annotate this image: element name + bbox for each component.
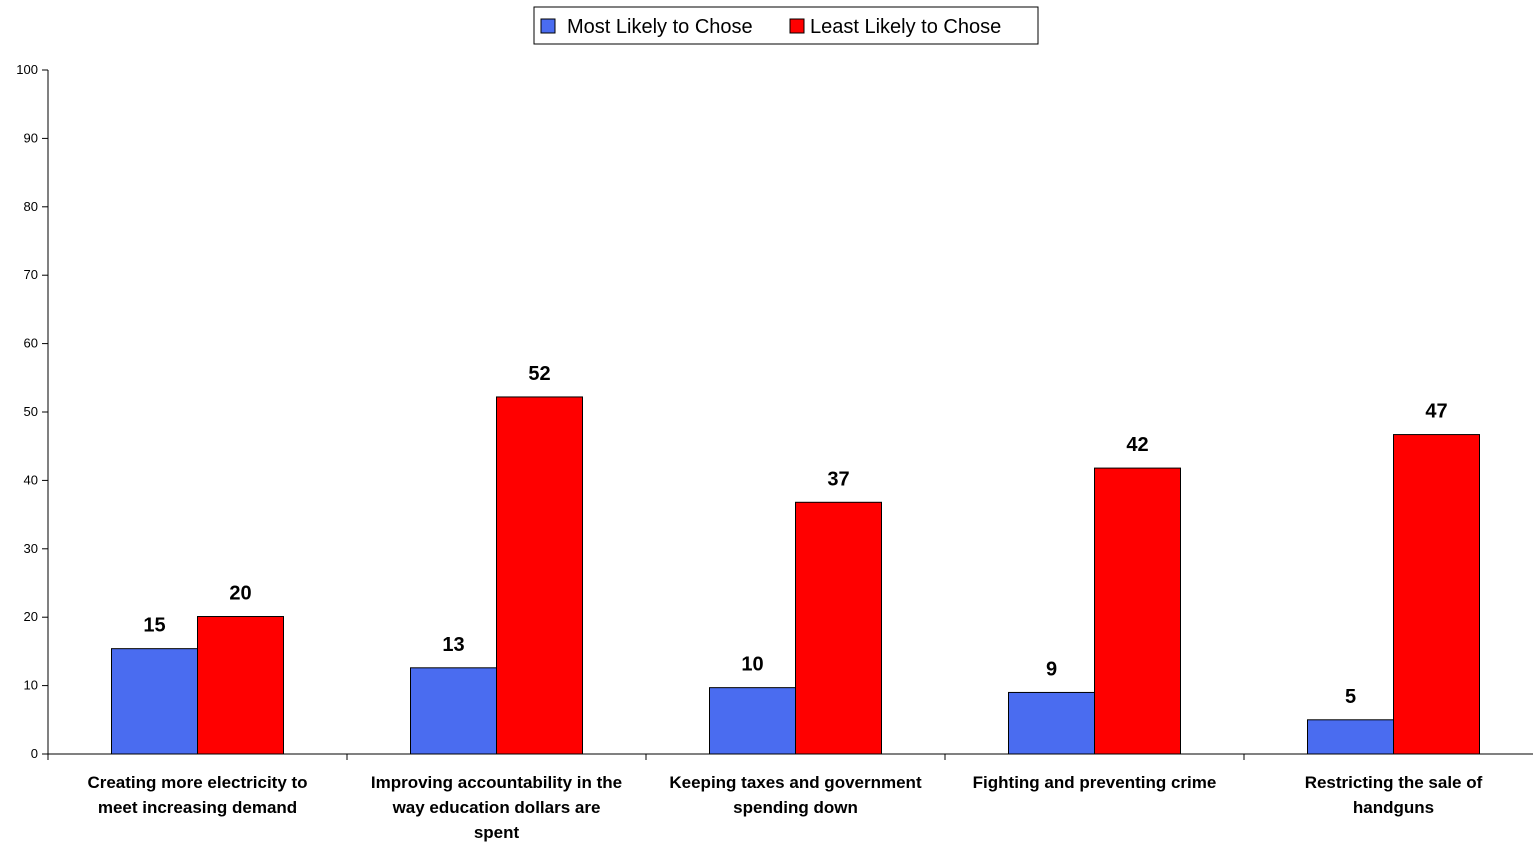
bar-least-likely xyxy=(1393,434,1480,755)
x-category-label-line: spent xyxy=(474,823,520,842)
data-label: 13 xyxy=(442,634,464,656)
bar-most-likely xyxy=(1307,719,1394,755)
y-tick-label: 70 xyxy=(24,267,38,282)
y-tick-label: 80 xyxy=(24,199,38,214)
x-category-label: Restricting the sale of handguns xyxy=(1305,773,1483,817)
x-category-label-line: Improving accountability in the xyxy=(371,773,622,792)
legend-label-most-likely: Most Likely to Chose xyxy=(567,16,753,38)
data-label: 10 xyxy=(741,654,763,676)
y-tick-label: 100 xyxy=(16,62,38,77)
bars xyxy=(111,396,1480,755)
y-tick-label: 0 xyxy=(31,746,38,761)
x-axis: Creating more electricity to meet increas… xyxy=(47,753,1533,842)
legend-label-least-likely: Least Likely to Chose xyxy=(810,16,1001,38)
x-category-label-line: Fighting and preventing crime xyxy=(973,773,1217,792)
data-label: 37 xyxy=(827,468,849,490)
data-label: 42 xyxy=(1126,434,1148,456)
legend: Most Likely to Chose Least Likely to Chos… xyxy=(533,6,1039,45)
data-label: 5 xyxy=(1345,686,1356,708)
y-axis: 0 10 20 30 40 50 60 70 80 90 100 xyxy=(16,62,49,761)
data-label: 47 xyxy=(1425,401,1447,423)
x-category-label: Fighting and preventing crime xyxy=(973,773,1217,792)
data-label: 9 xyxy=(1046,658,1057,680)
x-category-label-line: Keeping taxes and government xyxy=(669,773,922,792)
y-tick-label: 90 xyxy=(24,130,38,145)
x-category-label-line: meet increasing demand xyxy=(98,798,297,817)
y-tick-label: 10 xyxy=(24,678,38,693)
bar-least-likely xyxy=(795,501,882,755)
bar-most-likely xyxy=(410,667,497,755)
bar-least-likely xyxy=(496,396,583,755)
bar-most-likely xyxy=(1008,691,1095,755)
x-category-label-line: handguns xyxy=(1353,798,1434,817)
y-tick-label: 40 xyxy=(24,472,38,487)
data-label: 20 xyxy=(229,583,251,605)
bar-least-likely xyxy=(197,616,284,755)
x-category-label: Keeping taxes and government spending dow… xyxy=(669,773,922,817)
y-tick-label: 50 xyxy=(24,404,38,419)
bar-least-likely xyxy=(1094,467,1181,755)
data-label: 15 xyxy=(143,615,165,637)
legend-box xyxy=(533,6,1039,45)
data-labels: 15 20 13 52 10 37 9 42 5 47 xyxy=(143,363,1447,708)
x-category-label-line: Creating more electricity to xyxy=(87,773,307,792)
x-category-label-line: way education dollars are xyxy=(392,798,601,817)
legend-swatch-most-likely xyxy=(540,18,556,34)
x-category-label-line: Restricting the sale of xyxy=(1305,773,1483,792)
x-category-label-line: spending down xyxy=(733,798,858,817)
y-tick-label: 30 xyxy=(24,541,38,556)
y-tick-label: 20 xyxy=(24,609,38,624)
x-category-label: Creating more electricity to meet increas… xyxy=(87,773,307,817)
x-category-label: Improving accountability in the way educa… xyxy=(371,773,622,842)
y-tick-label: 60 xyxy=(24,336,38,351)
legend-swatch-least-likely xyxy=(789,18,805,34)
data-label: 52 xyxy=(528,363,550,385)
bar-most-likely xyxy=(709,687,796,755)
bar-most-likely xyxy=(111,648,198,755)
